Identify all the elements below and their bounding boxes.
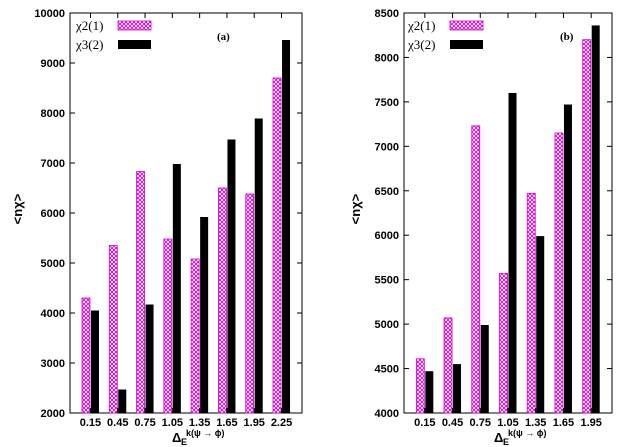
y-tick-label: 7000 <box>375 141 399 153</box>
x-tick-label: 1.05 <box>162 417 183 429</box>
y-tick-label: 5500 <box>375 275 399 287</box>
plot-frame <box>403 12 613 414</box>
bar-chi21 <box>582 39 592 414</box>
bar-chi21 <box>443 317 453 414</box>
x-tick-label: 1.35 <box>525 417 546 429</box>
bar-chi32 <box>227 139 236 413</box>
bar-chi21 <box>272 77 282 414</box>
y-tick-label: 5000 <box>375 319 399 331</box>
bar-chi32 <box>254 118 263 413</box>
legend-swatch-chi21 <box>117 20 152 31</box>
bar-chi32 <box>145 304 154 413</box>
legend: χ2(1) χ3(2) <box>407 18 484 52</box>
x-tick-label: 1.65 <box>216 417 237 429</box>
bar-chi32 <box>536 236 545 413</box>
bar-chi32 <box>90 310 99 413</box>
bar-chi32 <box>508 93 517 413</box>
y-tick-label: 7500 <box>375 97 399 109</box>
y-tick-label: 8000 <box>375 52 399 64</box>
bar-chi21 <box>190 258 200 414</box>
x-axis-title-superscript: k(ψ → ϕ) <box>186 428 225 438</box>
x-tick-label: 1.95 <box>244 417 265 429</box>
bar-chi21 <box>499 273 508 414</box>
bar-chi21 <box>526 193 536 414</box>
y-tick-label: 6000 <box>375 230 399 242</box>
y-tick-label: 3000 <box>41 358 65 370</box>
bar-chi32 <box>480 325 489 413</box>
panel-label: (a) <box>217 31 230 43</box>
x-axis-title-subscript: E <box>503 437 509 447</box>
y-tick-label: 7000 <box>41 158 65 170</box>
plot-frame <box>69 12 303 414</box>
x-tick-label: 1.65 <box>553 417 574 429</box>
x-tick-label: 0.45 <box>107 417 128 429</box>
x-axis-title: Δ <box>494 430 503 445</box>
legend-swatch-chi32 <box>118 40 151 49</box>
y-tick-label: 8500 <box>375 8 399 20</box>
x-axis-title-subscript: E <box>181 437 187 447</box>
y-tick-label: 2000 <box>41 408 65 420</box>
bar-chi21 <box>554 132 564 414</box>
bar-chi21 <box>136 171 145 414</box>
y-axis-title: <nχ> <box>10 193 25 224</box>
y-tick-label: 8000 <box>41 108 65 120</box>
panel-label: (b) <box>560 31 574 43</box>
legend-label: χ2(1) <box>75 18 103 33</box>
bar-chi32 <box>172 164 181 413</box>
y-tick-label: 4000 <box>41 308 65 320</box>
bar-chi32 <box>282 40 291 413</box>
legend-swatch-chi32 <box>450 40 483 49</box>
y-tick-label: 6000 <box>41 208 65 220</box>
x-tick-label: 0.15 <box>414 417 435 429</box>
bar-chi32 <box>200 217 209 413</box>
x-tick-label: 1.05 <box>497 417 518 429</box>
x-tick-label: 1.35 <box>189 417 210 429</box>
y-tick-label: 9000 <box>41 58 65 70</box>
y-tick-label: 10000 <box>34 8 65 20</box>
legend-label: χ3(2) <box>407 37 435 52</box>
y-tick-label: 5000 <box>41 258 65 270</box>
bar-chi21 <box>108 245 118 414</box>
bar-chi32 <box>563 104 572 414</box>
y-tick-label: 6500 <box>375 186 399 198</box>
y-axis-title: <nχ> <box>348 193 363 224</box>
bar-chi21 <box>245 193 255 414</box>
x-tick-label: 1.95 <box>580 417 601 429</box>
y-tick-label: 4500 <box>375 364 399 376</box>
bar-chi21 <box>218 187 227 414</box>
y-tick-label: 4000 <box>375 408 399 420</box>
bar-chi32 <box>591 25 600 413</box>
legend-label: χ2(1) <box>407 18 435 33</box>
x-tick-label: 2.25 <box>271 417 292 429</box>
x-tick-label: 0.75 <box>470 417 491 429</box>
legend-swatch-chi21 <box>449 20 484 31</box>
chart-panel-a: 2000 3000 4000 5000 6000 7000 8000 9000 10000 0.1… <box>10 8 303 447</box>
bar-chi21 <box>163 238 173 414</box>
bar-chi21 <box>415 358 425 414</box>
legend: χ2(1) χ3(2) <box>75 18 152 52</box>
bar-chi21 <box>471 125 481 414</box>
bar-chi32 <box>453 364 462 413</box>
bar-chi21 <box>81 297 91 414</box>
x-axis-title: Δ <box>172 430 181 445</box>
x-tick-label: 0.15 <box>80 417 101 429</box>
bar-chi32 <box>118 389 127 413</box>
chart-panel-b: 4000 4500 5000 5500 6000 6500 7000 7500 8000 8500… <box>348 8 613 447</box>
legend-label: χ3(2) <box>75 37 103 52</box>
x-tick-label: 0.75 <box>134 417 155 429</box>
bar-chi32 <box>425 371 434 413</box>
x-tick-label: 0.45 <box>442 417 463 429</box>
x-axis-title-superscript: k(ψ → ϕ) <box>508 428 547 438</box>
